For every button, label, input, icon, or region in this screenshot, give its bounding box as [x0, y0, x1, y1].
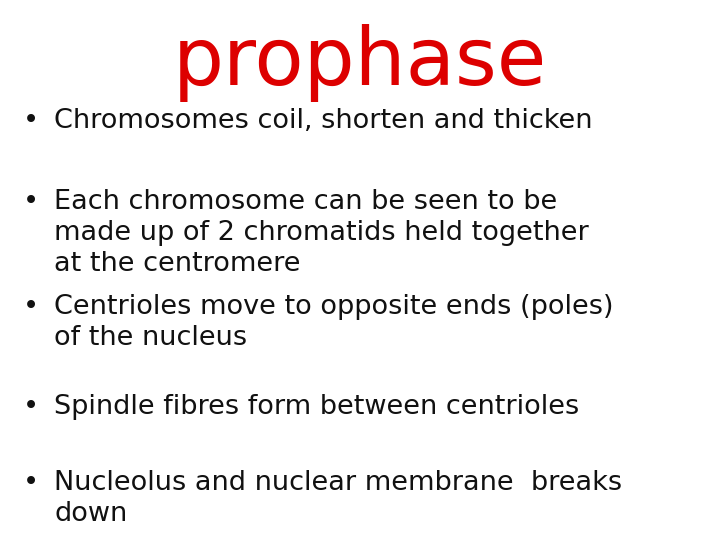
Text: Chromosomes coil, shorten and thicken: Chromosomes coil, shorten and thicken	[54, 108, 593, 134]
Text: Nucleolus and nuclear membrane  breaks
down: Nucleolus and nuclear membrane breaks do…	[54, 470, 622, 527]
Text: Centrioles move to opposite ends (poles)
of the nucleus: Centrioles move to opposite ends (poles)…	[54, 294, 613, 352]
Text: •: •	[23, 108, 39, 134]
Text: prophase: prophase	[173, 24, 547, 102]
Text: •: •	[23, 394, 39, 420]
Text: Spindle fibres form between centrioles: Spindle fibres form between centrioles	[54, 394, 580, 420]
Text: •: •	[23, 470, 39, 496]
Text: Each chromosome can be seen to be
made up of 2 chromatids held together
at the c: Each chromosome can be seen to be made u…	[54, 189, 589, 277]
Text: •: •	[23, 189, 39, 215]
Text: •: •	[23, 294, 39, 320]
